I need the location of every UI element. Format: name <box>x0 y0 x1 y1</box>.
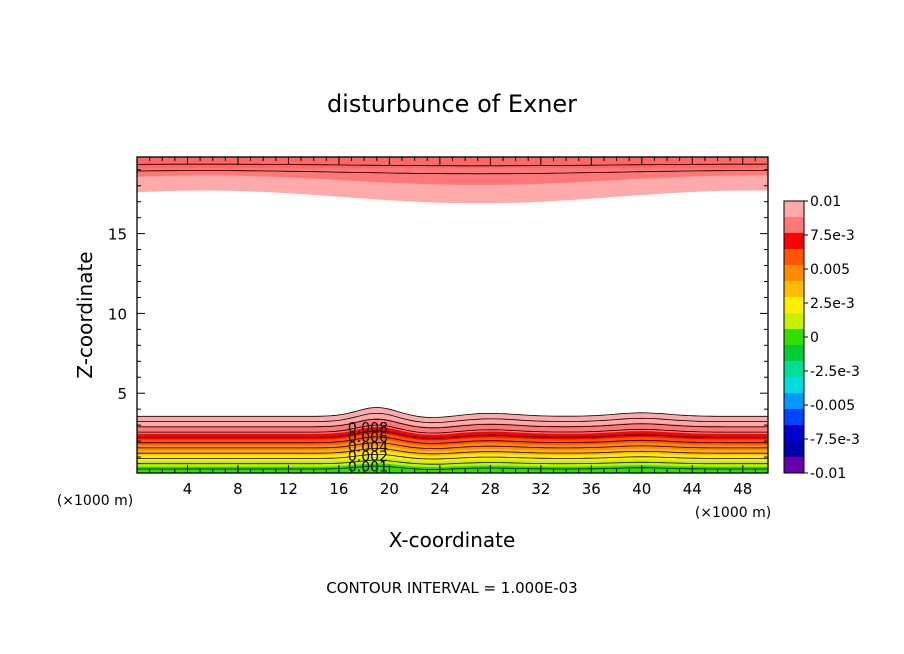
bottom-contour-line-6 <box>137 430 768 439</box>
y-tick-label: 10 <box>108 305 127 323</box>
colorbar-label: 0.005 <box>810 262 850 278</box>
top-contour-line-1 <box>137 163 768 167</box>
bottom-contour-line-7 <box>137 424 768 434</box>
bottom-contour-line-4 <box>137 442 768 449</box>
y-axis-label: Z-coordinate <box>73 251 97 378</box>
x-axis-label: X-coordinate <box>389 528 516 552</box>
colorbar <box>783 200 805 474</box>
colorbar-swatch <box>784 233 804 250</box>
chart-title: disturbunce of Exner <box>327 90 577 118</box>
x-tick-label: 40 <box>632 480 651 498</box>
colorbar-swatch <box>784 217 804 234</box>
colorbar-swatch <box>784 425 804 442</box>
bottom-contour-line-10 <box>137 407 768 418</box>
colorbar-label: -7.5e-3 <box>810 432 860 448</box>
colorbar-label: 7.5e-3 <box>810 228 855 244</box>
colorbar-swatch <box>784 313 804 330</box>
colorbar-label: -0.005 <box>810 398 855 414</box>
colorbar-label: 0 <box>810 330 819 346</box>
x-tick-label: 20 <box>380 480 399 498</box>
x-tick-label: 44 <box>683 480 702 498</box>
contour-label: 0.001 <box>348 459 388 475</box>
top-edge-band <box>137 157 768 169</box>
x-tick-label: 16 <box>329 480 348 498</box>
bottom-contour-line-2 <box>137 454 768 460</box>
x-tick-label: 4 <box>183 480 193 498</box>
bottom-contour-line-3 <box>137 448 768 455</box>
x-tick-label: 32 <box>531 480 550 498</box>
colorbar-swatch <box>784 393 804 410</box>
colorbar-swatch <box>784 441 804 458</box>
colorbar-label: 2.5e-3 <box>810 296 855 312</box>
x-tick-label: 8 <box>233 480 243 498</box>
bottom-contour-line-1 <box>137 459 768 465</box>
colorbar-label: 0.01 <box>810 194 841 210</box>
x-tick-label: 28 <box>481 480 500 498</box>
colorbar-swatch <box>784 265 804 282</box>
x-tick-label: 36 <box>582 480 601 498</box>
contour-interval-note: CONTOUR INTERVAL = 1.000E-03 <box>326 579 577 597</box>
colorbar-swatch <box>784 457 804 474</box>
bottom-contour-line-9 <box>137 413 768 424</box>
x-tick-label: 48 <box>733 480 752 498</box>
x-tick-label: 24 <box>430 480 449 498</box>
bottom-contour-line-8 <box>137 418 768 429</box>
top-contour-line-0 <box>137 170 768 175</box>
colorbar-swatch <box>784 345 804 362</box>
bottom-contour-line-0 <box>137 465 768 470</box>
colorbar-label: -2.5e-3 <box>810 364 860 380</box>
colorbar-swatch <box>784 297 804 314</box>
bottom-contour-line-5 <box>137 436 768 444</box>
contour-lines <box>137 163 768 470</box>
contour-label: 0.002 <box>348 449 388 465</box>
colorbar-label: -0.01 <box>810 466 846 482</box>
colorbar-swatch <box>784 377 804 394</box>
colorbar-swatch <box>784 409 804 426</box>
y-tick-labels: 5 10 15 <box>108 226 127 404</box>
colorbar-swatch <box>784 361 804 378</box>
x-unit-label-left: (×1000 m) <box>57 493 133 509</box>
x-tick-labels: 4 8 12 16 20 24 28 32 36 40 44 48 <box>183 480 753 498</box>
colorbar-swatch <box>784 281 804 298</box>
contour-label: 0.006 <box>348 430 388 446</box>
contour-label: 0.004 <box>348 439 388 455</box>
y-tick-label: 5 <box>117 385 127 403</box>
x-tick-label: 12 <box>279 480 298 498</box>
y-tick-label: 15 <box>108 226 127 244</box>
x-unit-label-right: (×1000 m) <box>695 505 771 521</box>
axis-ticks <box>136 157 769 473</box>
bottom-band-8 <box>137 463 768 473</box>
colorbar-swatch <box>784 329 804 346</box>
colorbar-swatch <box>784 249 804 266</box>
colorbar-labels: 0.01 7.5e-3 0.005 2.5e-3 0 -2.5e-3 -0.005 -7.5e… <box>804 194 860 482</box>
colorbar-swatch <box>784 201 804 218</box>
contour-label: 0.008 <box>348 420 388 436</box>
